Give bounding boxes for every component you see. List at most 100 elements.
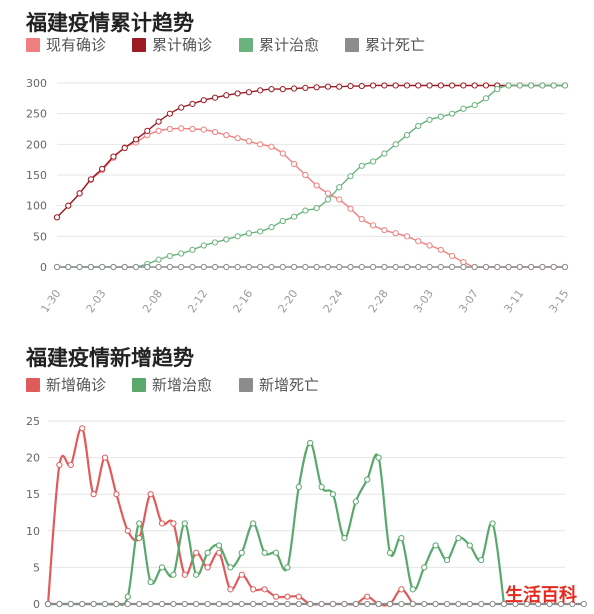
data-point xyxy=(121,144,128,152)
data-point xyxy=(238,549,245,556)
data-point xyxy=(482,82,490,89)
data-point xyxy=(557,600,565,608)
data-point xyxy=(516,263,523,271)
data-point xyxy=(79,425,86,432)
data-point xyxy=(460,263,467,271)
data-point xyxy=(227,600,234,608)
y-tick-label: 200 xyxy=(26,138,47,151)
legend-swatch xyxy=(345,38,359,52)
data-point xyxy=(170,600,177,608)
data-point xyxy=(257,263,264,271)
data-point xyxy=(369,263,377,271)
data-point xyxy=(44,600,52,608)
data-point xyxy=(223,236,230,243)
legend-swatch xyxy=(26,378,40,392)
data-point xyxy=(204,549,211,556)
data-point xyxy=(158,600,166,608)
data-point xyxy=(215,549,223,556)
x-tick-label: 2-28 xyxy=(366,287,391,315)
data-point xyxy=(211,239,219,246)
y-tick-label: 100 xyxy=(26,200,47,213)
data-point xyxy=(144,127,151,134)
data-point xyxy=(170,520,177,527)
watermark: 生活百科 xyxy=(505,584,577,606)
data-point xyxy=(369,82,377,89)
data-point xyxy=(398,535,405,542)
data-point xyxy=(279,217,286,225)
data-point xyxy=(166,252,173,260)
data-point xyxy=(290,85,298,92)
data-point xyxy=(261,549,268,556)
legend-swatch xyxy=(132,378,146,392)
data-point xyxy=(158,564,166,571)
data-point xyxy=(471,82,478,89)
data-point xyxy=(580,600,587,608)
data-point xyxy=(110,153,117,160)
data-point xyxy=(381,263,388,271)
data-point xyxy=(65,202,72,209)
data-point xyxy=(76,190,83,197)
data-point xyxy=(99,165,106,172)
series-line xyxy=(48,441,506,607)
data-point xyxy=(432,600,439,608)
data-point xyxy=(234,90,241,97)
data-point xyxy=(336,196,343,203)
data-point xyxy=(90,600,97,608)
data-point xyxy=(403,263,411,271)
legend-label: 累计治愈 xyxy=(259,36,319,54)
data-point xyxy=(166,263,173,271)
data-point xyxy=(455,535,462,542)
data-point xyxy=(341,600,348,608)
data-point xyxy=(494,86,501,93)
chart-title: 福建疫情新增趋势 xyxy=(25,346,194,370)
data-point xyxy=(245,89,253,96)
y-tick-label: 50 xyxy=(33,230,47,243)
y-tick-label: 300 xyxy=(26,77,47,90)
data-point xyxy=(136,535,143,542)
data-point xyxy=(261,600,268,608)
data-point xyxy=(352,498,359,505)
y-tick-label: 0 xyxy=(40,261,47,274)
data-point xyxy=(392,263,399,271)
legend-label: 新增确诊 xyxy=(46,376,106,394)
data-point xyxy=(569,600,576,608)
y-tick-label: 25 xyxy=(26,415,40,428)
data-point xyxy=(189,100,196,107)
data-point xyxy=(347,82,354,90)
data-point xyxy=(466,600,473,608)
data-point xyxy=(449,82,456,89)
data-point xyxy=(211,128,219,136)
data-point xyxy=(455,600,462,608)
data-point xyxy=(482,263,490,271)
data-point xyxy=(87,263,94,271)
x-tick-label: 2-08 xyxy=(140,287,165,315)
data-point xyxy=(318,483,325,490)
data-point xyxy=(200,97,207,104)
data-point xyxy=(398,586,405,593)
x-tick-label: 2-24 xyxy=(321,287,346,315)
data-point xyxy=(358,263,365,271)
data-point xyxy=(561,82,569,89)
data-point xyxy=(443,600,451,608)
data-point xyxy=(178,125,185,132)
data-point xyxy=(437,113,444,120)
data-point xyxy=(147,491,154,498)
data-point xyxy=(245,138,253,145)
data-point xyxy=(415,263,422,271)
data-point xyxy=(290,263,298,271)
data-point xyxy=(471,263,478,271)
data-point xyxy=(155,127,162,134)
data-point xyxy=(449,110,456,117)
data-point xyxy=(166,125,173,133)
data-point xyxy=(101,454,109,461)
data-point xyxy=(478,600,485,608)
data-point xyxy=(268,224,275,231)
data-point xyxy=(347,263,354,271)
data-point xyxy=(279,263,286,271)
data-point xyxy=(329,491,337,498)
data-point xyxy=(364,593,371,600)
series-line xyxy=(46,427,414,607)
data-point xyxy=(193,571,200,578)
x-tick-label: 2-12 xyxy=(185,287,210,315)
